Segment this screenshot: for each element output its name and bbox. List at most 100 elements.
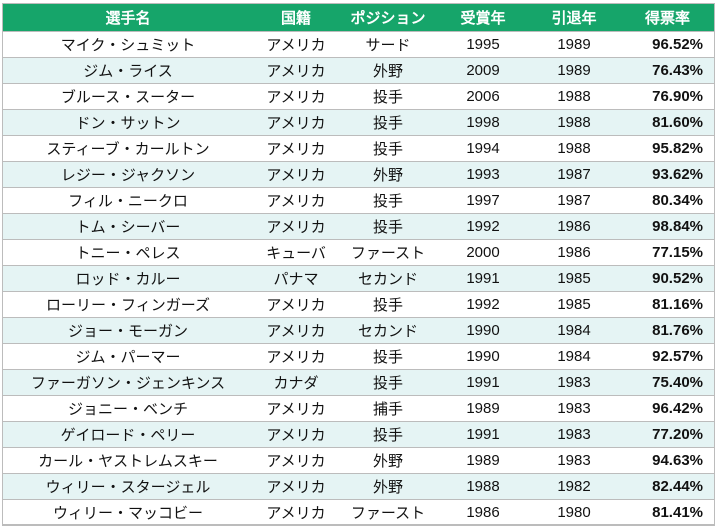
table-row: ブルース・スーター アメリカ 投手 2006 1988 76.90%: [2, 83, 715, 110]
cell-position: 外野: [338, 161, 438, 188]
cell-vote-rate: 93.62%: [620, 161, 715, 188]
cell-name: ウィリー・スタージェル: [2, 473, 254, 500]
cell-name: マイク・シュミット: [2, 31, 254, 58]
cell-vote-rate: 94.63%: [620, 447, 715, 474]
cell-award-year: 1989: [438, 447, 528, 474]
header-vote-rate: 得票率: [620, 3, 715, 32]
cell-award-year: 1989: [438, 395, 528, 422]
cell-award-year: 1990: [438, 317, 528, 344]
cell-nationality: アメリカ: [254, 83, 338, 110]
cell-award-year: 1994: [438, 135, 528, 162]
cell-award-year: 1992: [438, 291, 528, 318]
hall-of-fame-table-container: 選手名 国籍 ポジション 受賞年 引退年 得票率 マイク・シュミット アメリカ サー…: [2, 3, 715, 526]
cell-retire-year: 1982: [528, 473, 620, 500]
table-row: ジョニー・ベンチ アメリカ 捕手 1989 1983 96.42%: [2, 395, 715, 422]
table-row: ゲイロード・ペリー アメリカ 投手 1991 1983 77.20%: [2, 421, 715, 448]
cell-nationality: アメリカ: [254, 57, 338, 84]
cell-retire-year: 1980: [528, 499, 620, 526]
cell-award-year: 1993: [438, 161, 528, 188]
cell-retire-year: 1984: [528, 343, 620, 370]
cell-vote-rate: 92.57%: [620, 343, 715, 370]
cell-retire-year: 1983: [528, 395, 620, 422]
cell-name: トニー・ペレス: [2, 239, 254, 266]
cell-nationality: キューバ: [254, 239, 338, 266]
cell-position: 外野: [338, 473, 438, 500]
cell-vote-rate: 81.16%: [620, 291, 715, 318]
table-row: レジー・ジャクソン アメリカ 外野 1993 1987 93.62%: [2, 161, 715, 188]
table-row: マイク・シュミット アメリカ サード 1995 1989 96.52%: [2, 31, 715, 58]
cell-vote-rate: 81.41%: [620, 499, 715, 526]
cell-vote-rate: 95.82%: [620, 135, 715, 162]
cell-position: 投手: [338, 291, 438, 318]
cell-vote-rate: 98.84%: [620, 213, 715, 240]
cell-position: サード: [338, 31, 438, 58]
cell-retire-year: 1989: [528, 31, 620, 58]
cell-nationality: アメリカ: [254, 499, 338, 526]
cell-position: ファースト: [338, 499, 438, 526]
cell-name: ローリー・フィンガーズ: [2, 291, 254, 318]
table-row: ウィリー・マッコビー アメリカ ファースト 1986 1980 81.41%: [2, 499, 715, 526]
cell-vote-rate: 82.44%: [620, 473, 715, 500]
cell-retire-year: 1987: [528, 187, 620, 214]
table-row: カール・ヤストレムスキー アメリカ 外野 1989 1983 94.63%: [2, 447, 715, 474]
cell-retire-year: 1986: [528, 239, 620, 266]
cell-retire-year: 1989: [528, 57, 620, 84]
cell-position: 投手: [338, 369, 438, 396]
table-row: ウィリー・スタージェル アメリカ 外野 1988 1982 82.44%: [2, 473, 715, 500]
cell-award-year: 1988: [438, 473, 528, 500]
cell-retire-year: 1985: [528, 265, 620, 292]
cell-retire-year: 1986: [528, 213, 620, 240]
table-row: トム・シーバー アメリカ 投手 1992 1986 98.84%: [2, 213, 715, 240]
header-position: ポジション: [338, 3, 438, 32]
table-header: 選手名 国籍 ポジション 受賞年 引退年 得票率: [2, 3, 715, 32]
cell-nationality: アメリカ: [254, 473, 338, 500]
cell-retire-year: 1988: [528, 83, 620, 110]
cell-name: スティーブ・カールトン: [2, 135, 254, 162]
cell-name: ゲイロード・ペリー: [2, 421, 254, 448]
header-nationality: 国籍: [254, 3, 338, 32]
cell-retire-year: 1988: [528, 109, 620, 136]
table-row: ドン・サットン アメリカ 投手 1998 1988 81.60%: [2, 109, 715, 136]
cell-position: 投手: [338, 109, 438, 136]
cell-name: ジョニー・ベンチ: [2, 395, 254, 422]
cell-name: レジー・ジャクソン: [2, 161, 254, 188]
cell-name: ウィリー・マッコビー: [2, 499, 254, 526]
cell-nationality: カナダ: [254, 369, 338, 396]
cell-nationality: アメリカ: [254, 161, 338, 188]
cell-nationality: アメリカ: [254, 187, 338, 214]
cell-retire-year: 1987: [528, 161, 620, 188]
cell-retire-year: 1988: [528, 135, 620, 162]
cell-nationality: アメリカ: [254, 395, 338, 422]
hall-of-fame-table: 選手名 国籍 ポジション 受賞年 引退年 得票率 マイク・シュミット アメリカ サー…: [2, 3, 715, 526]
cell-award-year: 2000: [438, 239, 528, 266]
cell-award-year: 1998: [438, 109, 528, 136]
cell-position: 投手: [338, 213, 438, 240]
cell-name: カール・ヤストレムスキー: [2, 447, 254, 474]
cell-retire-year: 1983: [528, 369, 620, 396]
cell-retire-year: 1983: [528, 447, 620, 474]
cell-nationality: アメリカ: [254, 421, 338, 448]
cell-award-year: 1986: [438, 499, 528, 526]
cell-award-year: 1991: [438, 265, 528, 292]
cell-retire-year: 1985: [528, 291, 620, 318]
cell-retire-year: 1983: [528, 421, 620, 448]
cell-vote-rate: 81.60%: [620, 109, 715, 136]
cell-vote-rate: 80.34%: [620, 187, 715, 214]
cell-award-year: 1995: [438, 31, 528, 58]
table-row: スティーブ・カールトン アメリカ 投手 1994 1988 95.82%: [2, 135, 715, 162]
table-row: ジム・ライス アメリカ 外野 2009 1989 76.43%: [2, 57, 715, 84]
table-row: フィル・ニークロ アメリカ 投手 1997 1987 80.34%: [2, 187, 715, 214]
cell-position: セカンド: [338, 317, 438, 344]
cell-position: セカンド: [338, 265, 438, 292]
cell-name: ブルース・スーター: [2, 83, 254, 110]
cell-position: 投手: [338, 135, 438, 162]
table-body: マイク・シュミット アメリカ サード 1995 1989 96.52% ジム・ライス アメリカ…: [2, 31, 715, 526]
cell-award-year: 1991: [438, 421, 528, 448]
cell-nationality: アメリカ: [254, 291, 338, 318]
table-row: ファーガソン・ジェンキンス カナダ 投手 1991 1983 75.40%: [2, 369, 715, 396]
cell-position: 投手: [338, 343, 438, 370]
header-name: 選手名: [2, 3, 254, 32]
cell-vote-rate: 76.43%: [620, 57, 715, 84]
table-row: ジョー・モーガン アメリカ セカンド 1990 1984 81.76%: [2, 317, 715, 344]
cell-nationality: アメリカ: [254, 135, 338, 162]
